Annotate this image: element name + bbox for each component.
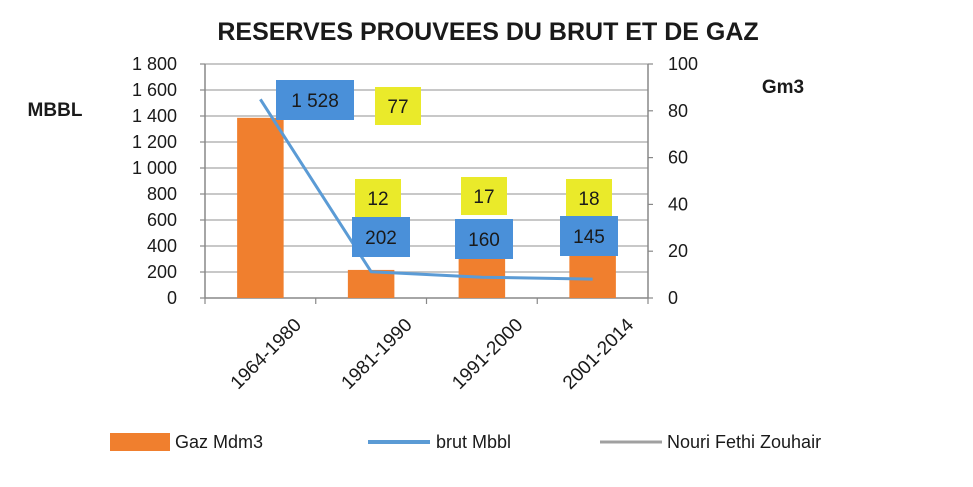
- legend-swatch-gaz: [110, 433, 170, 451]
- left-axis-label: MBBL: [28, 100, 83, 121]
- right-tick-label: 0: [668, 288, 678, 308]
- data-label-gaz-bg: [355, 179, 401, 217]
- left-tick-label: 0: [167, 288, 177, 308]
- data-label-brut-bg: [352, 217, 410, 257]
- line-brut: [259, 98, 593, 281]
- data-label-gaz-bg: [375, 87, 421, 125]
- data-label-gaz: 77: [387, 97, 408, 118]
- right-tick-label: 100: [668, 54, 698, 74]
- left-tick-label: 1 200: [132, 132, 177, 152]
- x-tick-label: 2001-2014: [559, 314, 638, 393]
- data-label-brut: 202: [365, 228, 397, 249]
- right-tick-label: 60: [668, 148, 688, 168]
- bar-gaz: [569, 255, 616, 298]
- data-label-brut: 145: [573, 227, 605, 248]
- data-label-gaz-bg: [566, 179, 612, 217]
- data-label-brut: 1 528: [291, 91, 339, 112]
- left-tick-label: 1 800: [132, 54, 177, 74]
- left-tick-label: 400: [147, 236, 177, 256]
- data-label-brut-bg: [276, 80, 354, 120]
- left-tick-label: 200: [147, 262, 177, 282]
- data-label-gaz: 12: [367, 189, 388, 210]
- x-tick-label: 1991-2000: [448, 315, 527, 394]
- right-tick-label: 80: [668, 101, 688, 121]
- data-label-gaz: 17: [473, 187, 494, 208]
- bar-gaz: [237, 117, 284, 298]
- data-label-gaz: 18: [578, 189, 599, 210]
- left-tick-label: 1 000: [132, 158, 177, 178]
- legend-label-gaz: Gaz Mdm3: [175, 432, 263, 452]
- data-label-brut-bg: [560, 216, 618, 256]
- legend: Gaz Mdm3 brut Mbbl Nouri Fethi Zouhair: [110, 432, 821, 452]
- left-tick-label: 1 400: [132, 106, 177, 126]
- legend-label-author: Nouri Fethi Zouhair: [667, 432, 821, 452]
- data-label-gaz-bg: [461, 177, 507, 215]
- data-label-brut: 160: [468, 230, 500, 251]
- data-labels: 77 12 17 18 1 528 202 160 145: [276, 80, 618, 259]
- legend-label-brut: brut Mbbl: [436, 432, 511, 452]
- x-tick-label: 1964-1980: [227, 315, 306, 394]
- right-axis-label: Gm3: [762, 77, 804, 98]
- left-tick-label: 1 600: [132, 80, 177, 100]
- line-series: [259, 98, 593, 281]
- right-tick-label: 40: [668, 194, 688, 214]
- right-tick-label: 20: [668, 241, 688, 261]
- left-tick-label: 800: [147, 184, 177, 204]
- data-label-brut-bg: [455, 219, 513, 259]
- x-tick-label: 1981-1990: [338, 315, 417, 394]
- chart-title: RESERVES PROUVEES DU BRUT ET DE GAZ: [217, 18, 758, 46]
- left-tick-label: 600: [147, 210, 177, 230]
- bar-gaz: [347, 269, 395, 298]
- bars: [237, 117, 616, 298]
